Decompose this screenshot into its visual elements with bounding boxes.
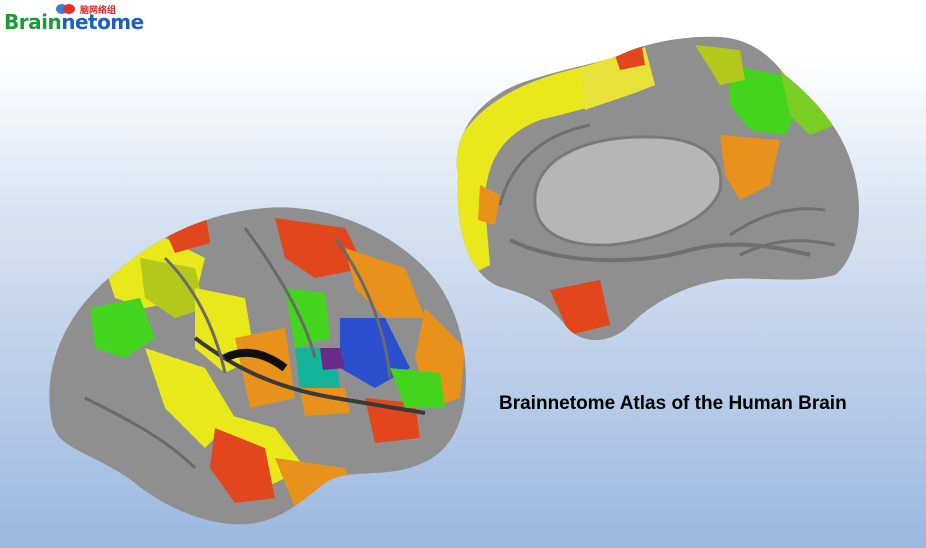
logo-chinese-label: 脑网络组 — [80, 6, 117, 16]
logo-brand-part2: netome — [61, 10, 144, 34]
logo-brand-part1: Brain — [4, 10, 62, 34]
brain-lateral-view — [49, 207, 466, 525]
logo-wordmark: Brainnetome — [4, 10, 144, 34]
brainnetome-logo: 脑网络组 Brainnetome — [2, 2, 144, 36]
logo-brain-icon — [56, 4, 75, 14]
atlas-caption: Brainnetome Atlas of the Human Brain — [499, 393, 847, 414]
brain-medial-view — [456, 36, 859, 340]
